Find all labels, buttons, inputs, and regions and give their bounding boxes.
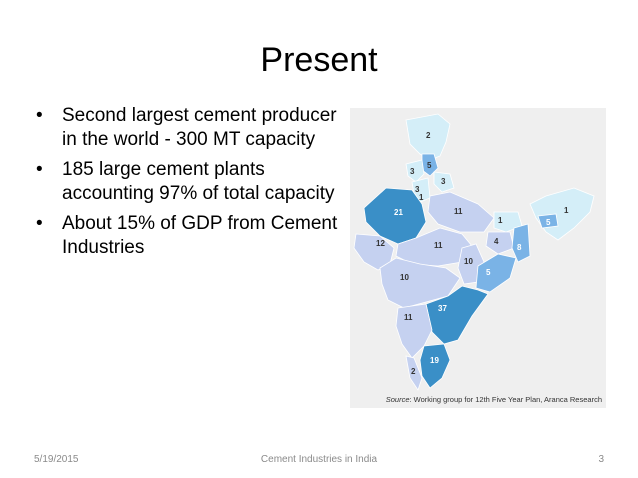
map-value-label: 37 <box>438 304 447 313</box>
map-region-tn <box>419 343 451 389</box>
map-region-odisha <box>475 253 517 293</box>
map-value-label: 8 <box>517 243 522 252</box>
slide-title: Present <box>260 41 378 79</box>
map-region-rajasthan <box>363 187 427 245</box>
map-value-label: 12 <box>376 239 385 248</box>
map-region-jk <box>405 113 451 161</box>
map-value-label: 4 <box>494 237 499 246</box>
bullet-list: • Second largest cement producer in the w… <box>34 104 354 266</box>
bullet-text: About 15% of GDP from Cement Industries <box>62 213 338 258</box>
map-value-label: 5 <box>546 218 551 227</box>
source-label: Source <box>385 395 410 404</box>
bullet-text: Second largest cement producer in the wo… <box>62 105 337 150</box>
footer-title: Cement Industries in India <box>260 454 378 465</box>
map-value-label: 2 <box>426 131 431 140</box>
map-value-label: 1 <box>419 193 424 202</box>
map-value-label: 3 <box>410 167 415 176</box>
bullet-item: • 185 large cement plants accounting 97% … <box>34 158 354 205</box>
map-value-label: 21 <box>394 208 403 217</box>
map-region-ap <box>425 285 489 345</box>
india-map: 2 5 3 3 3 1 21 11 1 5 1 12 11 4 8 10 5 1… <box>353 113 595 391</box>
bullet-text: 185 large cement plants accounting 97% o… <box>62 159 335 204</box>
bullet-item: • Second largest cement producer in the w… <box>34 104 354 151</box>
footer-page-number: 3 <box>598 454 604 465</box>
map-value-label: 1 <box>498 216 503 225</box>
map-value-label: 10 <box>464 257 473 266</box>
map-region-karnataka <box>395 303 433 359</box>
bullet-item: • About 15% of GDP from Cement Industries <box>34 212 354 259</box>
map-value-label: 3 <box>415 185 420 194</box>
map-value-label: 5 <box>486 268 491 277</box>
map-value-label: 5 <box>427 161 432 170</box>
map-region-northeast <box>529 187 595 241</box>
map-value-label: 11 <box>404 313 413 322</box>
map-region-up <box>427 191 495 233</box>
map-region-punjab <box>405 159 425 183</box>
map-value-label: 10 <box>400 273 409 282</box>
india-map-panel: 2 5 3 3 3 1 21 11 1 5 1 12 11 4 8 10 5 1… <box>350 108 606 408</box>
map-value-label: 11 <box>434 241 443 250</box>
map-source-caption: Source: Working group for 12th Five Year… <box>350 395 602 404</box>
map-value-label: 2 <box>411 367 416 376</box>
map-region-kerala <box>405 355 423 391</box>
map-value-label: 19 <box>430 356 439 365</box>
map-region-jharkhand <box>485 231 515 255</box>
bullet-icon: • <box>36 105 43 126</box>
map-region-meghalaya <box>537 213 559 229</box>
bullet-icon: • <box>36 159 43 180</box>
map-region-wb <box>511 223 531 263</box>
bullet-icon: • <box>36 213 43 234</box>
map-value-label: 1 <box>564 206 569 215</box>
footer-date: 5/19/2015 <box>34 454 79 465</box>
map-region-uk <box>433 171 455 193</box>
source-text: : Working group for 12th Five Year Plan,… <box>409 395 602 404</box>
map-value-label: 11 <box>454 207 463 216</box>
map-value-label: 3 <box>441 177 446 186</box>
